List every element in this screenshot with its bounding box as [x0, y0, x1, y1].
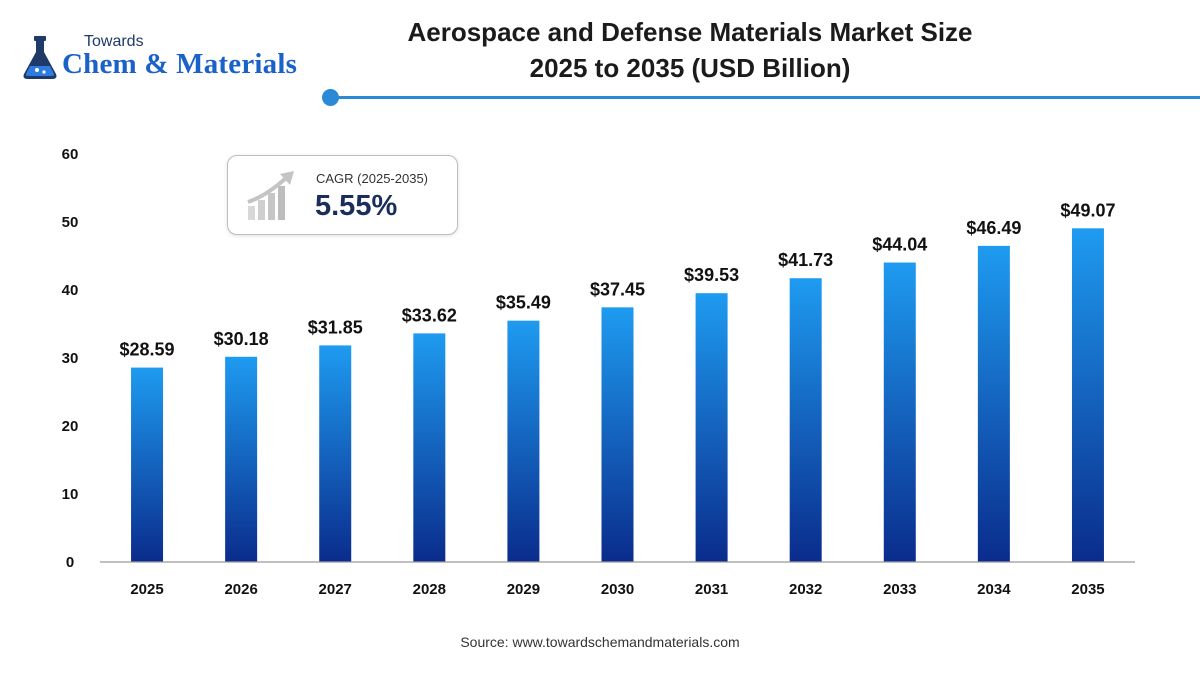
chart-title-line-2: 2025 to 2035 (USD Billion) [529, 53, 851, 83]
data-label: $46.49 [966, 218, 1021, 238]
data-label: $41.73 [778, 250, 833, 270]
data-label: $28.59 [120, 340, 175, 360]
x-tick-label: 2025 [130, 581, 163, 598]
y-tick-label: 10 [62, 486, 79, 503]
header-divider-dot [322, 89, 339, 106]
cagr-value: 5.55% [315, 190, 398, 222]
data-label: $44.04 [872, 235, 927, 255]
y-tick-label: 30 [62, 350, 79, 367]
x-tick-label: 2030 [601, 581, 634, 598]
x-tick-label: 2033 [883, 581, 916, 598]
bar [507, 320, 540, 562]
x-tick-label: 2029 [507, 581, 540, 598]
x-tick-label: 2026 [224, 581, 257, 598]
bar [883, 262, 916, 562]
y-tick-label: 0 [66, 554, 74, 571]
bar [225, 356, 258, 562]
x-axis: 2025 2026 2027 2028 2029 2030 2031 2032 2033 2034… [100, 561, 1135, 598]
chart-title-line-1: Aerospace and Defense Materials Market S… [407, 17, 973, 47]
bar [601, 307, 634, 562]
data-label: $31.85 [308, 317, 363, 337]
bar [789, 278, 822, 562]
bar [977, 245, 1010, 563]
data-label: $39.53 [684, 265, 739, 285]
header-divider [330, 96, 1200, 99]
x-tick-label: 2028 [413, 581, 446, 598]
y-tick-label: 20 [62, 418, 79, 435]
logo-big-text: Chem & Materials [62, 48, 298, 80]
bar [1071, 228, 1104, 562]
x-tick-label: 2032 [789, 581, 822, 598]
x-tick-label: 2035 [1071, 581, 1104, 598]
y-tick-label: 60 [62, 146, 79, 163]
chart-title: Aerospace and Defense Materials Market S… [370, 14, 1010, 86]
bar [319, 345, 352, 562]
data-label: $30.18 [214, 329, 269, 349]
logo: Towards Chem & Materials [20, 30, 320, 82]
bar-series: $28.59 $30.18 $31.85 $33.62 $35.49 $37.45 $39.… [120, 200, 1115, 563]
bar [695, 293, 728, 562]
data-label: $35.49 [496, 293, 551, 313]
y-axis: 0 10 20 30 40 50 60 [62, 146, 79, 571]
x-tick-label: 2031 [695, 581, 728, 598]
y-tick-label: 50 [62, 214, 79, 231]
logo-small-text: Towards [84, 33, 144, 50]
data-label: $37.45 [590, 279, 645, 299]
x-tick-label: 2027 [319, 581, 352, 598]
source-note: Source: www.towardschemandmaterials.com [460, 634, 740, 650]
data-label: $33.62 [402, 305, 457, 325]
cagr-callout: CAGR (2025-2035) 5.55% [227, 155, 458, 235]
bar [413, 333, 446, 562]
y-tick-label: 40 [62, 282, 79, 299]
bar [131, 367, 164, 562]
data-label: $49.07 [1060, 200, 1115, 220]
growth-chart-icon [247, 171, 294, 220]
cagr-label: CAGR (2025-2035) [316, 171, 428, 186]
flask-icon [23, 36, 57, 79]
x-tick-label: 2034 [977, 581, 1011, 598]
